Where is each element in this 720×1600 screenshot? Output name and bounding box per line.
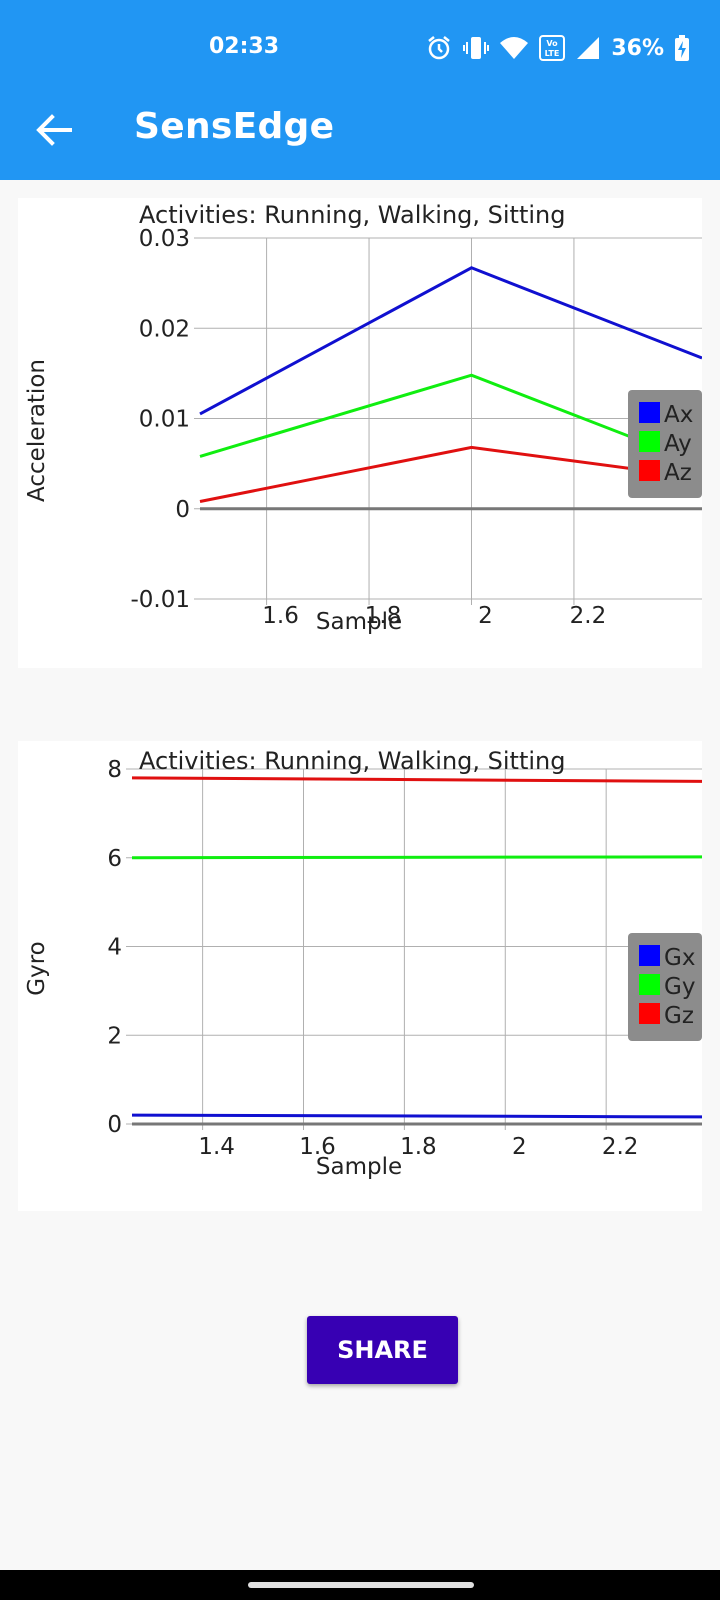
series-line-gx: [131, 1113, 702, 1119]
legend-swatch-ax: [639, 402, 660, 423]
legend-label-gx: Gx: [664, 945, 695, 971]
battery-percent: 36%: [611, 35, 664, 61]
share-button[interactable]: SHARE: [307, 1316, 458, 1384]
gyro-chart: 0 2 4 6 8 1.4 1.6 1.8 2 2.2 Activities: Running, W…: [24, 747, 702, 1180]
series-line-gy: [131, 855, 702, 860]
volte-icon: Vo LTE: [539, 34, 566, 62]
chart-title: Activities: Running, Walking, Sitting: [139, 201, 565, 229]
svg-text:LTE: LTE: [545, 49, 560, 58]
y-tick-label: 2: [107, 1023, 122, 1049]
y-tick-label: 8: [107, 757, 122, 783]
legend-label-az: Az: [664, 460, 692, 486]
gyro-chart-card: 0 2 4 6 8 1.4 1.6 1.8 2 2.2 Activities: Running, W…: [18, 741, 702, 1211]
y-tick-label: 0: [175, 497, 190, 523]
series-line-ax: [199, 266, 702, 416]
legend-swatch-gz: [639, 1003, 660, 1024]
y-tick-label: 0.01: [139, 407, 190, 433]
series-line-az: [199, 445, 702, 504]
signal-icon: [575, 35, 601, 61]
legend-label-gz: Gz: [664, 1003, 694, 1029]
status-icons: Vo LTE 36%: [425, 30, 690, 66]
arrow-back-icon: [36, 114, 72, 146]
x-axis-label: Sample: [316, 1154, 402, 1180]
y-tick-label: 0.03: [139, 226, 190, 252]
back-button[interactable]: [30, 106, 78, 154]
series-line-gz: [131, 776, 702, 783]
status-time: 02:33: [209, 34, 280, 59]
app-title: SensEdge: [134, 106, 335, 147]
y-tick-label: 0: [107, 1112, 122, 1138]
vibrate-icon: [463, 34, 490, 62]
legend-swatch-gx: [639, 945, 660, 966]
x-tick-label: 1.8: [365, 603, 402, 629]
x-tick-label: 2.2: [602, 1134, 639, 1160]
app-bar: 02:33 Vo LTE 36% SensEdge: [0, 0, 720, 180]
x-tick-label: 1.6: [299, 1134, 336, 1160]
navigation-bar: [0, 1570, 720, 1600]
acceleration-chart-card: -0.01 0 0.01 0.02 0.03 1.6 1.8 2 2.2 Activities: …: [18, 198, 702, 668]
x-axis-label: Sample: [316, 609, 402, 635]
battery-charging-icon: [674, 34, 690, 62]
wifi-icon: [499, 35, 529, 61]
legend-label-ax: Ax: [664, 402, 693, 428]
svg-text:Vo: Vo: [547, 39, 559, 48]
y-tick-label: 0.02: [139, 316, 190, 342]
home-gesture-handle[interactable]: [248, 1582, 474, 1588]
y-axis-label: Acceleration: [24, 359, 50, 502]
chart-title: Activities: Running, Walking, Sitting: [139, 747, 565, 775]
legend-swatch-az: [639, 460, 660, 481]
x-tick-label: 2.2: [570, 603, 607, 629]
y-tick-label: 4: [107, 935, 122, 961]
x-tick-label: 2: [512, 1134, 527, 1160]
legend-swatch-gy: [639, 974, 660, 995]
legend-swatch-ay: [639, 431, 660, 452]
x-tick-label: 1.6: [262, 603, 299, 629]
alarm-icon: [425, 34, 453, 62]
acceleration-chart: -0.01 0 0.01 0.02 0.03 1.6 1.8 2 2.2 Activities: …: [24, 201, 702, 635]
x-tick-label: 1.8: [400, 1134, 437, 1160]
legend-label-gy: Gy: [664, 974, 695, 1000]
y-tick-label: 6: [107, 846, 122, 872]
y-axis-label: Gyro: [24, 941, 50, 995]
legend-label-ay: Ay: [664, 431, 692, 457]
x-tick-label: 2: [478, 603, 493, 629]
x-tick-label: 1.4: [198, 1134, 235, 1160]
y-tick-label: -0.01: [130, 587, 190, 613]
series-line-ay: [199, 373, 702, 466]
